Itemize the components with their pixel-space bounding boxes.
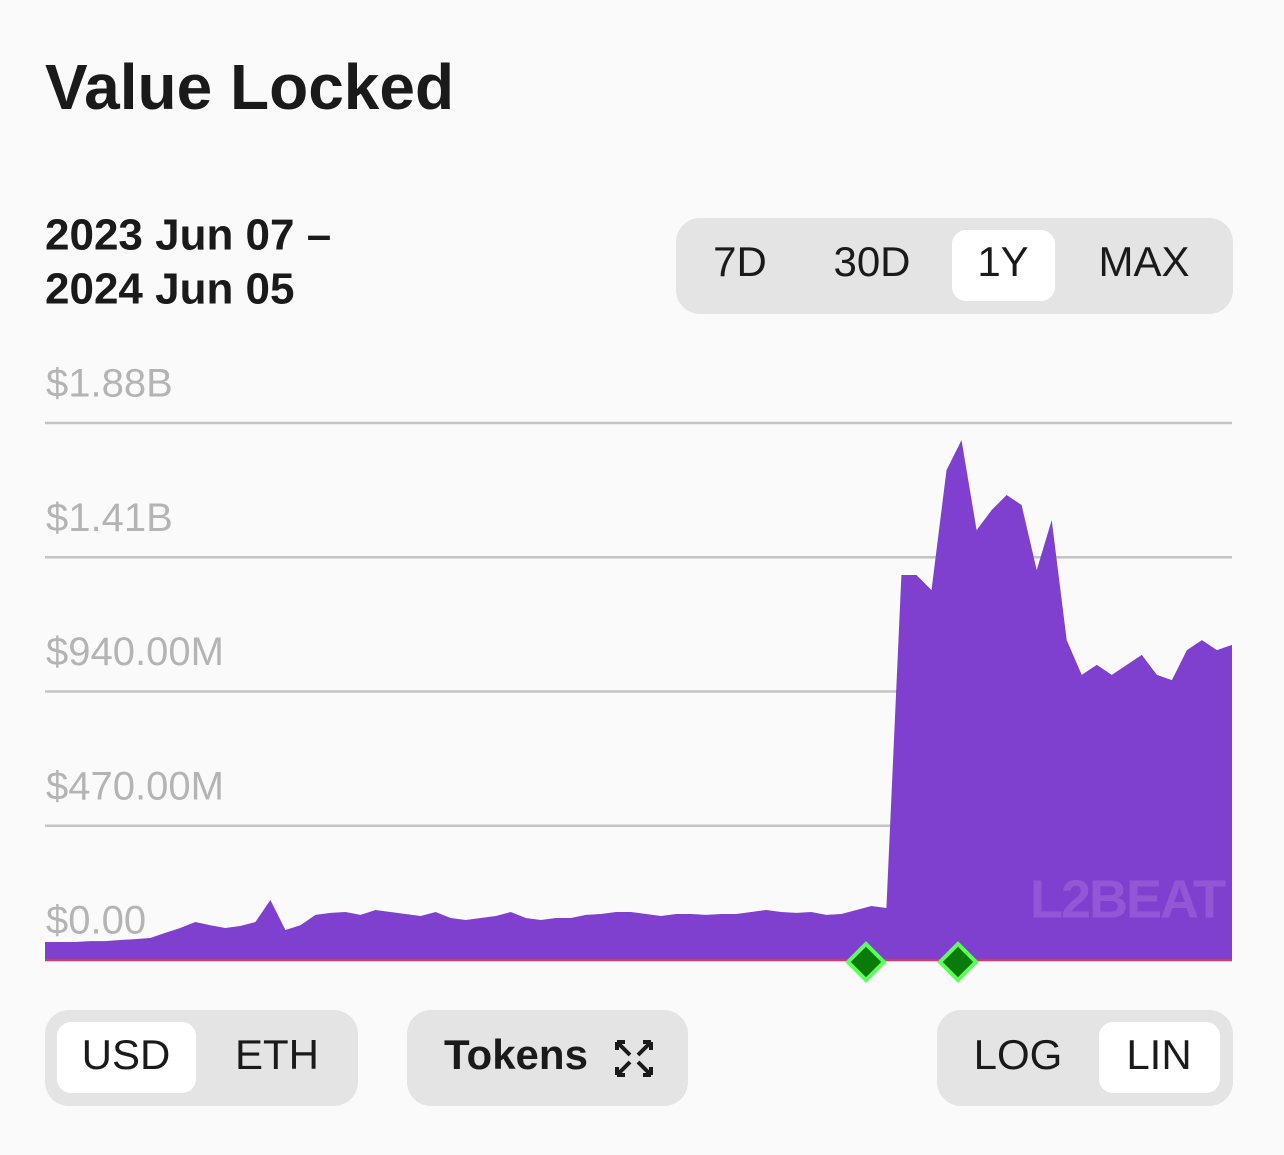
date-range-end: 2024 Jun 05 — [45, 265, 295, 314]
currency-button[interactable]: USD — [82, 1031, 171, 1078]
timeframe-selected — [952, 230, 1055, 301]
tokens-button-bg — [407, 1010, 688, 1106]
date-range-start: 2023 Jun 07 – — [45, 211, 331, 260]
y-tick-label: $940.00M — [46, 630, 224, 674]
timeframe-button[interactable]: 7D — [713, 238, 767, 285]
scale-selected — [1099, 1022, 1220, 1093]
y-tick-label: $470.00M — [46, 764, 224, 808]
scale-button[interactable]: LOG — [974, 1031, 1063, 1078]
title: Value Locked — [45, 51, 454, 123]
expand-icon — [615, 1040, 653, 1077]
currency-selected — [57, 1022, 196, 1093]
y-tick-label: $1.41B — [46, 496, 173, 540]
tokens-button[interactable]: Tokens — [444, 1031, 588, 1078]
scale-button[interactable]: LIN — [1126, 1031, 1191, 1078]
timeframe-button[interactable]: 30D — [833, 238, 910, 285]
currency-button[interactable]: ETH — [235, 1031, 319, 1078]
timeframe-button[interactable]: MAX — [1098, 238, 1189, 285]
watermark: L2BEAT — [1030, 869, 1226, 929]
area — [45, 440, 1232, 961]
y-tick-label: $0.00 — [46, 899, 146, 943]
timeframe-button[interactable]: 1Y — [977, 238, 1028, 285]
y-tick-label: $1.88B — [46, 362, 173, 406]
event-marker[interactable] — [845, 941, 887, 983]
chart: L2BEAT $0.00 $470.00M $940.00M $1.41B $1.88B — [45, 362, 1232, 962]
event-marker[interactable] — [937, 941, 979, 983]
